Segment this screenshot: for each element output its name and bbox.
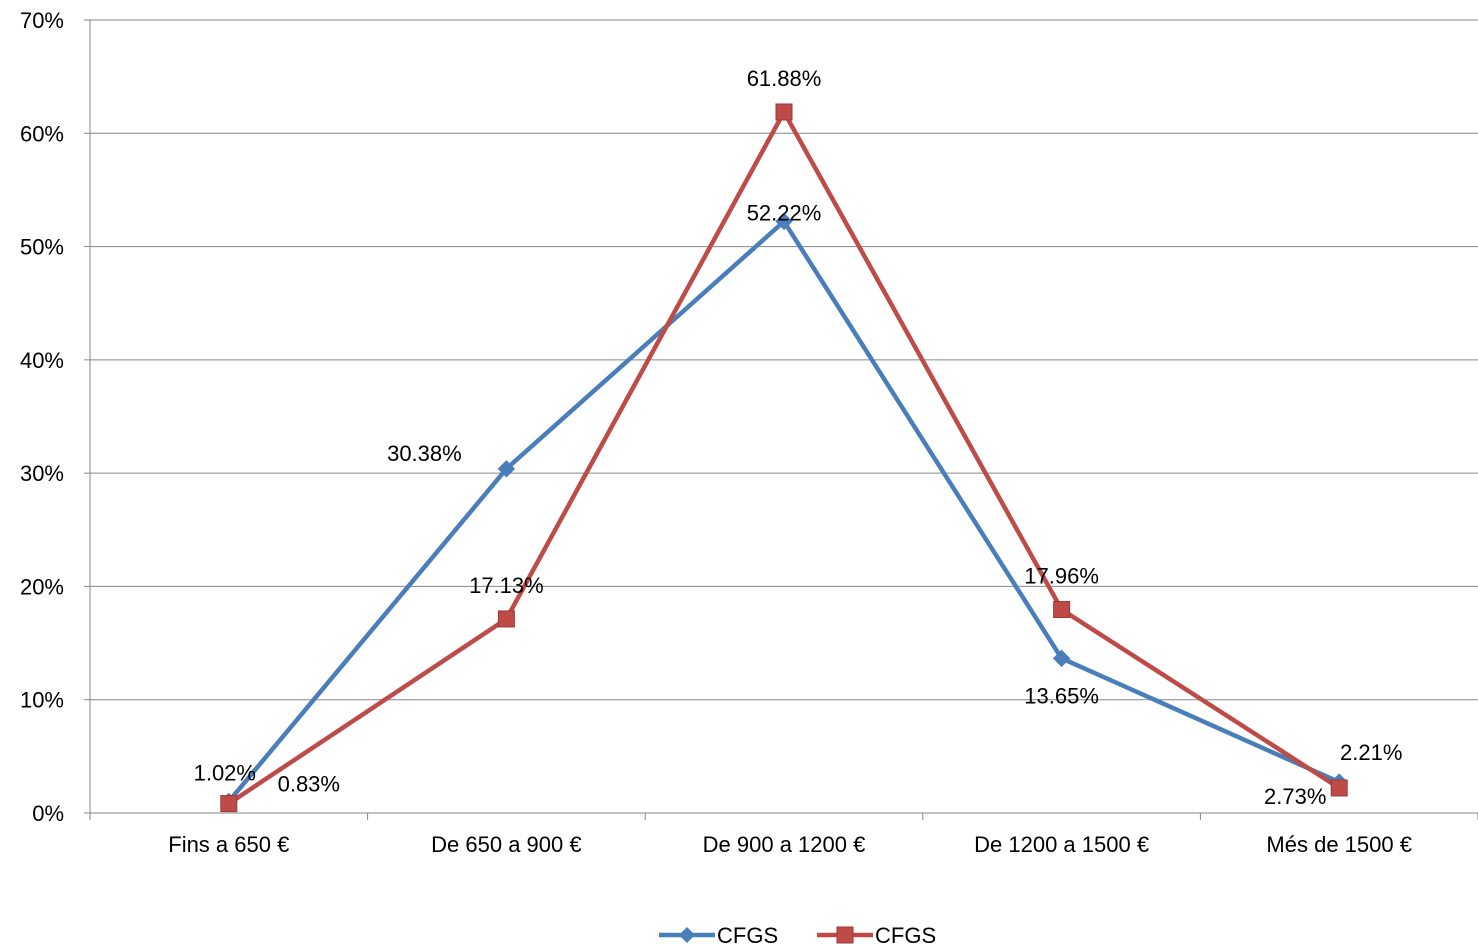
y-tick-label: 60% <box>20 121 64 146</box>
series-line <box>226 219 1342 804</box>
x-axis-ticks: Fins a 650 € De 650 a 900 € De 900 a 1200 … <box>89 813 1478 857</box>
data-label: 52.22% <box>747 200 822 225</box>
y-axis-ticks: 0% 10% 20% 30% 40% 50% 60% 70% <box>20 8 90 826</box>
x-tick-label: De 900 a 1200 € <box>703 832 866 857</box>
data-point-square[interactable] <box>775 103 793 121</box>
data-label: 2.21% <box>1340 740 1402 765</box>
data-point-square[interactable] <box>1330 779 1348 797</box>
x-tick-label: De 1200 a 1500 € <box>974 832 1149 857</box>
x-tick-label: Fins a 650 € <box>168 832 289 857</box>
data-labels: 1.02% 30.38% 52.22% 13.65% 2.73% 0.83% 17.13% 6… <box>194 66 1403 809</box>
legend-label[interactable]: CFGS <box>717 923 778 946</box>
data-label: 2.73% <box>1264 784 1326 809</box>
y-tick-label: 50% <box>20 235 64 260</box>
x-tick-label: Més de 1500 € <box>1266 832 1412 857</box>
data-label: 17.96% <box>1024 564 1099 589</box>
y-tick-label: 40% <box>20 348 64 373</box>
legend-label[interactable]: CFGS <box>875 923 936 946</box>
y-tick-label: 10% <box>20 688 64 713</box>
axes <box>89 20 1478 814</box>
series-markers <box>220 103 1348 813</box>
data-label: 0.83% <box>278 772 340 797</box>
data-point-diamond[interactable] <box>1052 649 1071 668</box>
data-point-diamond[interactable] <box>497 460 516 478</box>
data-label: 13.65% <box>1024 683 1099 708</box>
x-tick-label: De 650 a 900 € <box>431 832 581 857</box>
data-label: 17.13% <box>469 573 544 598</box>
y-tick-label: 0% <box>32 801 64 826</box>
y-tick-label: 70% <box>20 8 64 33</box>
data-point-square[interactable] <box>497 610 515 628</box>
data-label: 30.38% <box>387 441 462 466</box>
legend-marker-diamond <box>679 927 695 943</box>
y-tick-label: 30% <box>20 461 64 486</box>
gridlines <box>90 19 1478 701</box>
data-label: 1.02% <box>194 760 256 785</box>
y-tick-label: 20% <box>20 574 64 599</box>
legend-marker-square <box>836 926 854 944</box>
data-label: 61.88% <box>747 66 822 91</box>
data-point-diamond[interactable] <box>775 212 793 231</box>
data-point-square[interactable] <box>1053 601 1071 619</box>
legend[interactable]: CFGS CFGS <box>659 923 936 946</box>
data-point-square[interactable] <box>220 795 238 813</box>
